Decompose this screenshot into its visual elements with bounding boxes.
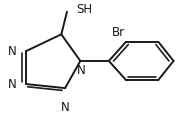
Text: N: N — [61, 101, 69, 114]
Text: N: N — [77, 64, 86, 77]
Text: Br: Br — [112, 25, 125, 39]
Text: N: N — [8, 78, 16, 91]
Text: SH: SH — [76, 3, 92, 16]
Text: N: N — [8, 45, 16, 58]
